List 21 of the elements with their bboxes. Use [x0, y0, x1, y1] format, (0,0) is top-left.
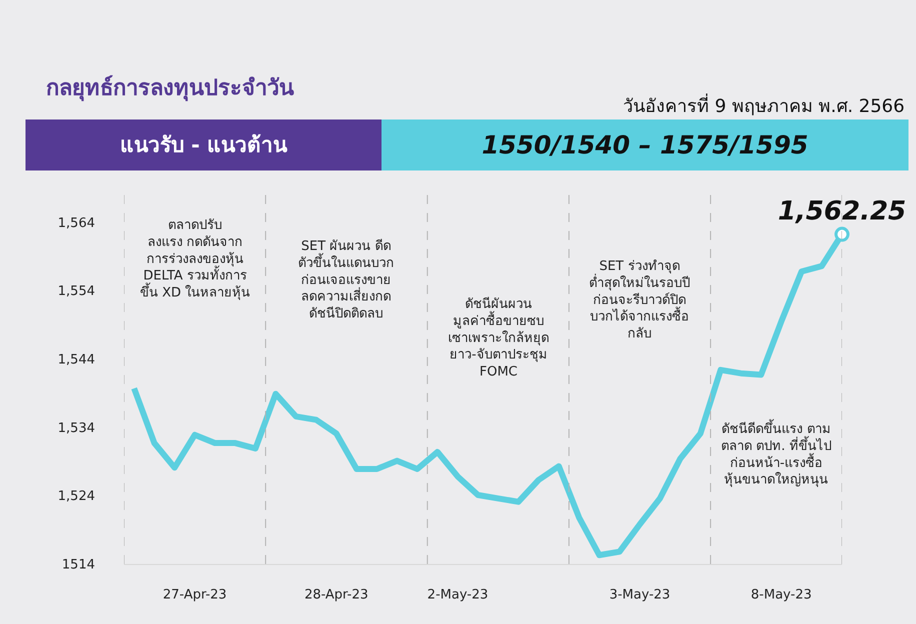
y-tick-label: 1,544 — [58, 352, 95, 368]
y-tick-label: 1,554 — [58, 284, 95, 300]
text: แนวรับ - แนวต้าน — [120, 133, 288, 157]
annotation: ดัชนีดีดขึ้นแรง ตาม ตลาด ตปท. ที่ขึ้นไป ก่อนหน้า-แรงซื้อ หุ้นขนาดใหญ่หนุน — [721, 419, 832, 488]
x-tick-label: 27-Apr-23 — [162, 588, 227, 603]
annotation: ดัชนีผันผวน มูลค่าซื้อขายซบ เซาเพราะใกล้หยุด ยาว-จับตาประชุม FOMC — [448, 296, 549, 380]
x-tick-label: 28-Apr-23 — [304, 588, 368, 603]
chart-title: กลยุทธ์การลงทุนประจำวัน — [46, 75, 294, 102]
data-label: 1,562.25 — [778, 196, 906, 226]
y-tick-label: 1,534 — [58, 420, 95, 436]
annotation: SET ร่วงทำจุด ต่ำสุดใหม่ในรอบปี ก่อนจะรีบาวด์ปิด บวกได้จากแรงซื้อ กลับ — [589, 259, 690, 342]
text: 1550/1540 – 1575/1595 — [482, 130, 808, 160]
chart-subtitle: วันอังคารที่ 9 พฤษภาคม พ.ศ. 2566 — [623, 93, 905, 117]
y-tick-label: 1514 — [62, 558, 95, 573]
x-tick-label: 2-May-23 — [427, 588, 488, 603]
annotation: SET ผันผวน ดีด ตัวขึ้นในแดนบวก ก่อนเจอแรงขาย ลดความเสี่ยงกด ดัชนีปิดติดลบ — [298, 238, 394, 322]
x-tick-label: 8-May-23 — [750, 588, 812, 603]
x-tick-label: 3-May-23 — [609, 588, 670, 603]
y-tick-label: 1,564 — [58, 216, 95, 231]
y-tick-label: 1,524 — [58, 489, 95, 504]
annotation: ตลาดปรับ ลงแรง กดดันจาก การร่วงลงของหุ้น DELTA รวมทั้งการ ขึ้น XD ในหลายหุ้น — [140, 218, 250, 301]
